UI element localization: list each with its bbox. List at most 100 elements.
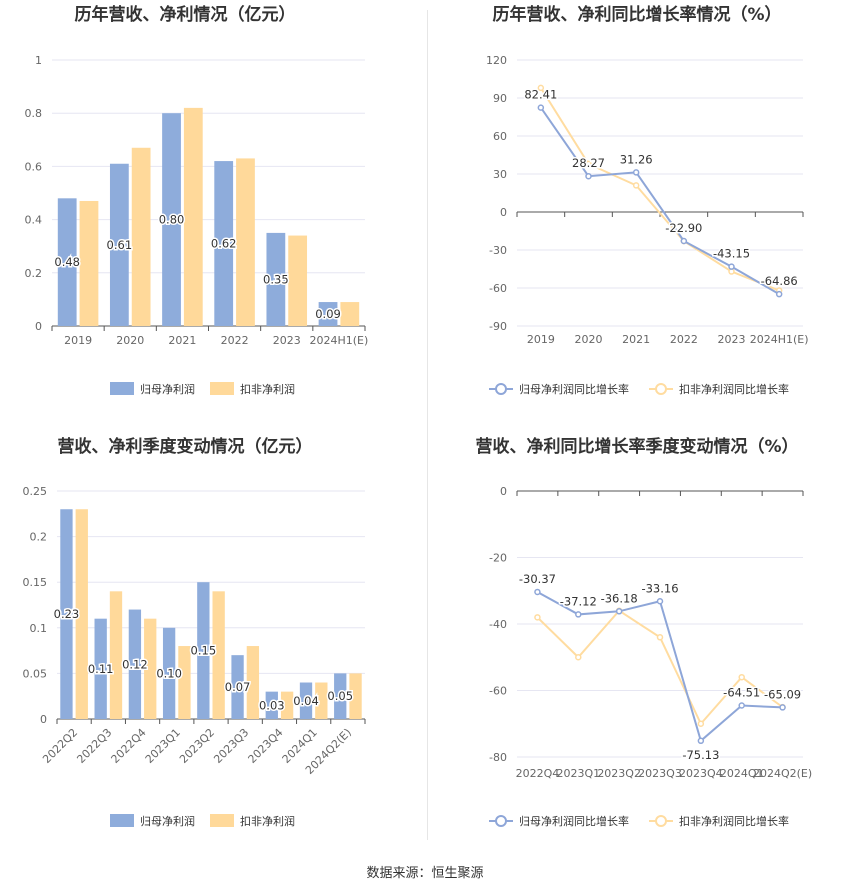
y-tick-label: 90 [493, 92, 507, 105]
bar-deducted-net-profit [131, 147, 151, 326]
legend-label: 扣非净利润 [240, 814, 295, 828]
y-tick-label: 0 [35, 320, 42, 333]
x-tick-label: 2023Q2 [597, 767, 641, 780]
series-point [656, 598, 664, 605]
series-point [680, 237, 688, 245]
legend-label: 扣非净利润同比增长率 [679, 814, 789, 828]
y-tick-label: -60 [489, 282, 507, 295]
legend-label: 归母净利润同比增长率 [519, 814, 629, 828]
series-point [575, 611, 582, 618]
data-label: 82.41 [524, 88, 557, 102]
legend-marker [495, 383, 507, 395]
data-label: -64.51 [723, 685, 760, 699]
legend-marker [495, 815, 507, 827]
panel-divider [427, 10, 428, 840]
x-tick-label: 2024H1(E) [310, 334, 369, 347]
x-tick-label: 2024H1(E) [750, 333, 809, 346]
y-tick-label: -40 [489, 618, 507, 631]
bar-parent-net-profit [266, 232, 286, 326]
bar-deducted-net-profit [75, 509, 88, 719]
data-label: 0.15 [191, 644, 217, 658]
x-tick-label: 2021 [622, 333, 650, 346]
x-tick-label: 2022 [221, 334, 249, 347]
data-label: 0.80 [159, 213, 185, 227]
y-tick-label: 120 [486, 54, 507, 67]
y-tick-label: 0.05 [23, 667, 48, 680]
bar-parent-net-profit [197, 582, 210, 719]
y-tick-label: 0 [500, 206, 507, 219]
bar-parent-net-profit [162, 627, 176, 719]
bar-parent-net-profit [60, 509, 73, 719]
bar-parent-net-profit [57, 198, 77, 326]
bar-parent-net-profit [318, 302, 338, 326]
data-label: 0.11 [88, 662, 114, 676]
data-source-label: 数据来源：恒生聚源 [366, 866, 484, 881]
y-tick-label: -90 [489, 320, 507, 333]
series-point [738, 702, 745, 709]
bar-deducted-net-profit [340, 302, 360, 326]
x-tick-label: 2023 [273, 334, 301, 347]
x-tick-label: 2022Q4 [516, 767, 560, 780]
series-point [697, 720, 705, 727]
quarterly-growth-line-chart: 营收、净利同比增长率季度变动情况（%） -80 -60 -40 -20 0 2022Q4 20… [425, 430, 850, 860]
y-tick-label: 0.8 [25, 107, 43, 120]
series-point [537, 84, 545, 92]
data-label: 0.48 [54, 255, 80, 269]
bar-parent-net-profit [128, 609, 142, 719]
bar-parent-net-profit [299, 682, 313, 719]
series-point [775, 290, 783, 298]
data-label: 0.09 [315, 307, 341, 321]
bar-parent-net-profit [265, 691, 278, 719]
bar-deducted-net-profit [212, 591, 225, 719]
y-tick-label: 60 [493, 130, 507, 143]
annual-profit-bar-chart: 历年营收、净利情况（亿元） 0 0.2 0.4 0.6 0.8 1 2019 2020 2021 2… [0, 0, 425, 430]
x-tick-label: 2023 [718, 333, 746, 346]
series-point [656, 634, 664, 641]
legend-label: 归母净利润同比增长率 [519, 382, 629, 396]
series-point [615, 608, 623, 615]
x-tick-label: 2022Q3 [74, 726, 114, 766]
bar-parent-net-profit [162, 113, 181, 326]
bar-deducted-net-profit [288, 235, 308, 326]
data-label: -75.13 [682, 748, 719, 762]
x-tick-label: 2023Q4 [246, 726, 286, 766]
series-point [585, 160, 592, 168]
y-tick-label: 0.6 [25, 160, 43, 173]
y-tick-label: 0.1 [30, 622, 48, 635]
legend-label: 扣非净利润 [240, 382, 295, 396]
legend-label: 归母净利润 [140, 382, 195, 396]
legend-swatch-deducted-net-profit [210, 814, 234, 827]
legend-swatch-parent-net-profit [110, 382, 134, 395]
x-tick-label: 2022Q2 [40, 726, 80, 766]
legend-marker [655, 815, 667, 827]
y-tick-label: 30 [493, 168, 507, 181]
data-label: -22.90 [665, 221, 702, 235]
bar-deducted-net-profit [236, 158, 255, 326]
y-tick-label: 1 [35, 54, 42, 67]
data-label: 0.07 [225, 680, 251, 694]
chart-title: 营收、净利季度变动情况（亿元） [58, 436, 313, 457]
data-label: 0.05 [327, 689, 353, 703]
x-tick-label: 2022 [670, 333, 698, 346]
series-point [728, 263, 735, 270]
series-point [534, 588, 541, 596]
data-label: 0.35 [263, 272, 289, 286]
bar-deducted-net-profit [280, 691, 294, 719]
bar-deducted-net-profit [144, 618, 157, 719]
series-line-deducted-growth [539, 87, 780, 292]
chart-svg: 历年营收、净利情况（亿元） 0 0.2 0.4 0.6 0.8 1 2019 2020 2021 2… [25, 4, 369, 396]
x-tick-label: 2020 [575, 333, 603, 346]
legend-swatch-deducted-net-profit [210, 382, 234, 395]
legend-label: 归母净利润 [140, 814, 195, 828]
y-tick-label: -20 [489, 552, 507, 565]
y-tick-label: -30 [489, 244, 507, 257]
data-label: 0.10 [156, 666, 182, 680]
x-tick-label: 2023Q4 [679, 767, 723, 780]
x-tick-label: 2020 [116, 334, 144, 347]
data-label: 0.23 [54, 607, 80, 621]
chart-svg: 历年营收、净利同比增长率情况（%） -90 -60 -30 0 30 60 90 120 2019… [486, 4, 809, 396]
data-label: -37.12 [560, 594, 597, 608]
chart-title: 营收、净利同比增长率季度变动情况（%） [475, 436, 798, 457]
data-label: 0.12 [122, 657, 148, 671]
bar-deducted-net-profit [246, 646, 260, 719]
